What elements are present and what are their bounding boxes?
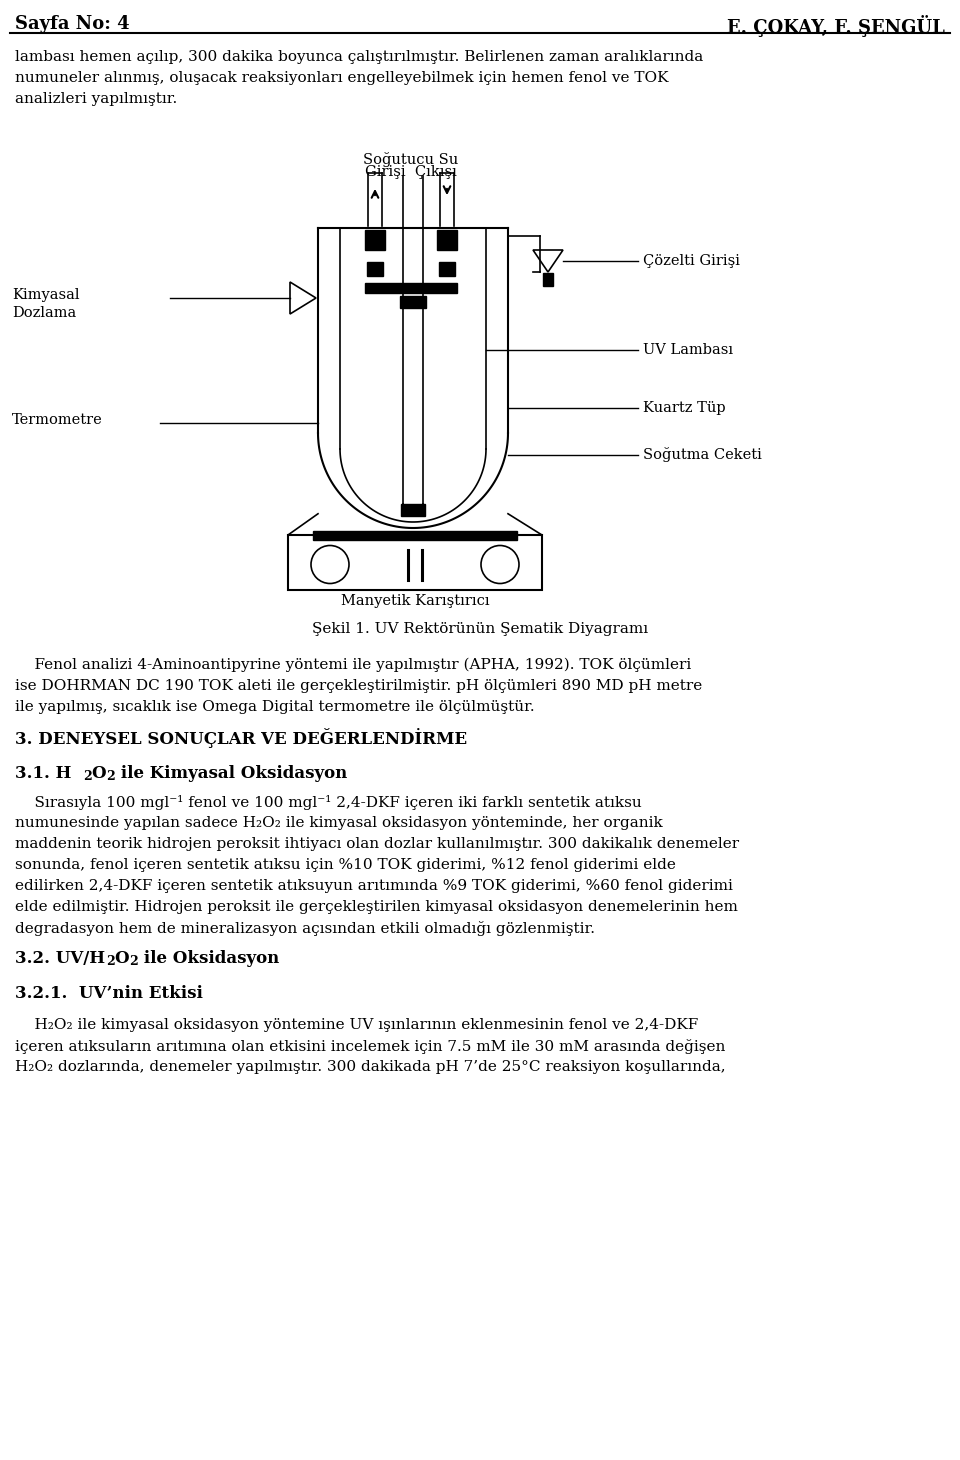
- Text: Dozlama: Dozlama: [12, 307, 76, 320]
- Text: Şekil 1. UV Rektörünün Şematik Diyagramı: Şekil 1. UV Rektörünün Şematik Diyagramı: [312, 622, 648, 637]
- Text: maddenin teorik hidrojen peroksit ihtiyacı olan dozlar kullanılmıştır. 300 dakik: maddenin teorik hidrojen peroksit ihtiya…: [15, 837, 739, 851]
- Text: ile Kimyasal Oksidasyon: ile Kimyasal Oksidasyon: [115, 765, 348, 783]
- Text: O: O: [91, 765, 106, 783]
- Text: lambası hemen açılıp, 300 dakika boyunca çalıştırılmıştır. Belirlenen zaman aral: lambası hemen açılıp, 300 dakika boyunca…: [15, 50, 704, 64]
- Text: degradasyon hem de mineralizasyon açısından etkili olmadığı gözlenmiştir.: degradasyon hem de mineralizasyon açısın…: [15, 921, 595, 936]
- Bar: [288, 534, 542, 590]
- Text: 3.2.1.  UV’nin Etkisi: 3.2.1. UV’nin Etkisi: [15, 986, 203, 1002]
- Circle shape: [311, 546, 349, 584]
- Bar: [365, 283, 457, 293]
- Polygon shape: [290, 282, 316, 314]
- Text: edilirken 2,4-DKF içeren sentetik atıksuyun arıtımında %9 TOK giderimi, %60 feno: edilirken 2,4-DKF içeren sentetik atıksu…: [15, 879, 732, 894]
- Polygon shape: [533, 250, 563, 272]
- Text: ile Oksidasyon: ile Oksidasyon: [138, 950, 279, 967]
- Text: Girişi  Çıkışı: Girişi Çıkışı: [365, 165, 457, 180]
- Text: Soğutucu Su: Soğutucu Su: [364, 152, 459, 166]
- Text: ise DOHRMAN DC 190 TOK aleti ile gerçekleştirilmiştir. pH ölçümleri 890 MD pH me: ise DOHRMAN DC 190 TOK aleti ile gerçekl…: [15, 679, 703, 694]
- Text: Çözelti Girişi: Çözelti Girişi: [643, 254, 740, 269]
- Bar: [367, 261, 383, 276]
- Text: 2: 2: [83, 769, 92, 783]
- Text: H₂O₂ dozlarında, denemeler yapılmıştır. 300 dakikada pH 7’de 25°C reaksiyon koşu: H₂O₂ dozlarında, denemeler yapılmıştır. …: [15, 1060, 726, 1075]
- Bar: [365, 231, 385, 250]
- Bar: [439, 261, 455, 276]
- Text: 3. DENEYSEL SONUÇLAR VE DEĞERLENDİRME: 3. DENEYSEL SONUÇLAR VE DEĞERLENDİRME: [15, 729, 468, 748]
- Text: numunesinde yapılan sadece H₂O₂ ile kimyasal oksidasyon yönteminde, her organik: numunesinde yapılan sadece H₂O₂ ile kimy…: [15, 816, 662, 829]
- Text: 2: 2: [106, 955, 115, 968]
- Text: Sırasıyla 100 mgl⁻¹ fenol ve 100 mgl⁻¹ 2,4-DKF içeren iki farklı sentetik atıksu: Sırasıyla 100 mgl⁻¹ fenol ve 100 mgl⁻¹ 2…: [15, 796, 641, 810]
- Text: Termometre: Termometre: [12, 413, 103, 426]
- Text: sonunda, fenol içeren sentetik atıksu için %10 TOK giderimi, %12 fenol giderimi : sonunda, fenol içeren sentetik atıksu iç…: [15, 858, 676, 872]
- Text: Manyetik Karıştırıcı: Manyetik Karıştırıcı: [341, 594, 490, 607]
- Text: Kuartz Tüp: Kuartz Tüp: [643, 402, 726, 415]
- Text: Kimyasal: Kimyasal: [12, 288, 80, 302]
- Text: 3.2. UV/H: 3.2. UV/H: [15, 950, 106, 967]
- Bar: [400, 296, 426, 308]
- Bar: [313, 531, 517, 540]
- Text: O: O: [114, 950, 129, 967]
- Circle shape: [481, 546, 519, 584]
- Text: H₂O₂ ile kimyasal oksidasyon yöntemine UV ışınlarının eklenmesinin fenol ve 2,4-: H₂O₂ ile kimyasal oksidasyon yöntemine U…: [15, 1018, 698, 1032]
- Text: E. ÇOKAY, F. ŞENGÜL: E. ÇOKAY, F. ŞENGÜL: [727, 15, 945, 36]
- Text: analizleri yapılmıştır.: analizleri yapılmıştır.: [15, 92, 178, 107]
- Text: numuneler alınmış, oluşacak reaksiyonları engelleyebilmek için hemen fenol ve TO: numuneler alınmış, oluşacak reaksiyonlar…: [15, 72, 668, 85]
- Text: 2: 2: [129, 955, 137, 968]
- Text: UV Lambası: UV Lambası: [643, 343, 733, 358]
- Text: ile yapılmış, sıcaklık ise Omega Digital termometre ile ölçülmüştür.: ile yapılmış, sıcaklık ise Omega Digital…: [15, 699, 535, 714]
- Text: Soğutma Ceketi: Soğutma Ceketi: [643, 448, 762, 463]
- Text: 3.1. H: 3.1. H: [15, 765, 71, 783]
- Bar: [543, 273, 553, 286]
- Text: Sayfa No: 4: Sayfa No: 4: [15, 15, 130, 34]
- Text: içeren atıksuların arıtımına olan etkisini incelemek için 7.5 mM ile 30 mM arası: içeren atıksuların arıtımına olan etkisi…: [15, 1040, 726, 1054]
- Text: elde edilmiştir. Hidrojen peroksit ile gerçekleştirilen kimyasal oksidasyon dene: elde edilmiştir. Hidrojen peroksit ile g…: [15, 899, 738, 914]
- Bar: [401, 504, 425, 515]
- Bar: [437, 231, 457, 250]
- Text: 2: 2: [106, 769, 115, 783]
- Text: Fenol analizi 4-Aminoantipyrine yöntemi ile yapılmıştır (APHA, 1992). TOK ölçüml: Fenol analizi 4-Aminoantipyrine yöntemi …: [15, 658, 691, 673]
